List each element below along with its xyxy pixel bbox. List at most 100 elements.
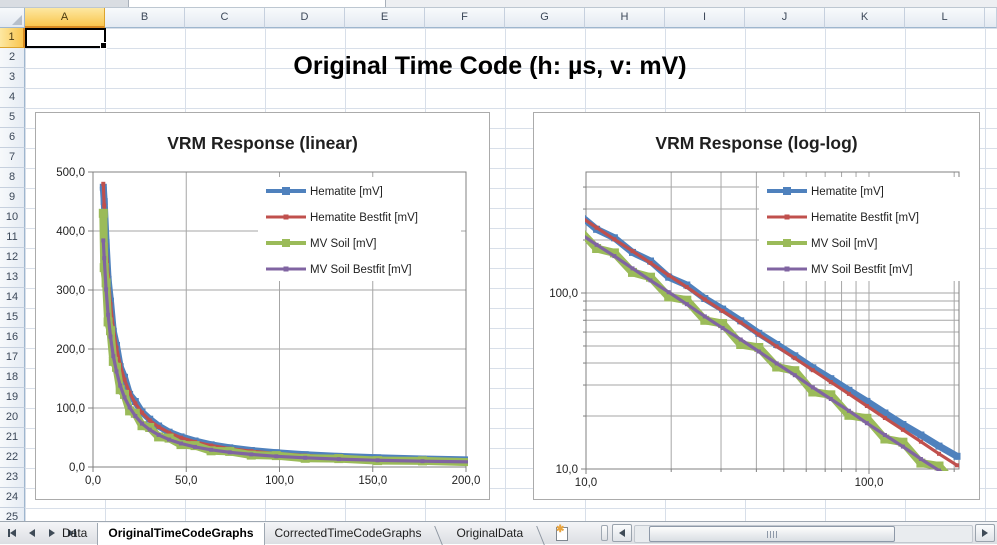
x-tick-label: 200,0 [452,475,481,487]
series-mv_soil_bestfit [101,238,468,464]
chart-linear[interactable]: VRM Response (linear) 0,0 100,0 200,0 300,0 4… [35,112,490,500]
y-tick-label: 10,0 [556,464,578,476]
legend-label-hematite_bestfit: Hematite Bestfit [mV] [811,212,919,224]
insert-worksheet-button[interactable]: ✱ [552,524,570,541]
scroll-left-button[interactable] [612,524,632,542]
y-tick-label: 0,0 [69,462,85,474]
legend-label-hematite_bestfit: Hematite Bestfit [mV] [310,212,418,224]
row-header-20[interactable]: 20 [0,408,25,428]
series-hematite_bestfit [585,217,959,468]
legend-marker-mv_soil [282,239,290,247]
column-header-C[interactable]: C [185,8,265,28]
plot-border [585,171,960,470]
active-cell-selection [25,28,107,49]
row-headers: 1 2 3 4 5 6 7 8 9 10 11 12 13 14 15 16 17 18 19 20 21 22 23 24 2… [0,28,25,521]
column-header-G[interactable]: G [505,8,585,28]
row-header-10[interactable]: 10 [0,208,25,228]
row-header-7[interactable]: 7 [0,148,25,168]
column-header-L[interactable]: L [905,8,985,28]
legend-label-hematite: Hematite [mV] [310,186,383,198]
row-header-4[interactable]: 4 [0,88,25,108]
sheet-tab-CorrectedTimeCodeGraphs[interactable]: CorrectedTimeCodeGraphs [274,526,422,540]
column-header-F[interactable]: F [425,8,505,28]
select-all-corner[interactable] [0,8,25,28]
row-header-15[interactable]: 15 [0,308,25,328]
tab-separator [434,526,444,545]
column-header-I[interactable]: I [665,8,745,28]
row-header-9[interactable]: 9 [0,188,25,208]
sheet-tab-Data[interactable]: Data [62,526,88,540]
row-header-18[interactable]: 18 [0,368,25,388]
prev-sheet-button[interactable] [25,526,39,540]
y-tick-label: 500,0 [56,167,85,179]
row-header-19[interactable]: 19 [0,388,25,408]
row-header-21[interactable]: 21 [0,428,25,448]
row-header-16[interactable]: 16 [0,328,25,348]
tab-nav-buttons [2,525,79,541]
row-header-17[interactable]: 17 [0,348,25,368]
column-header-A[interactable]: A [25,8,105,28]
legend-label-mv_soil: MV Soil [mV] [811,238,877,250]
legend-marker-hematite_bestfit [283,214,289,220]
row-header-23[interactable]: 23 [0,468,25,488]
legend-marker-mv_soil_bestfit [283,266,289,272]
legend-marker-mv_soil [783,239,791,247]
row-header-22[interactable]: 22 [0,448,25,468]
row-header-1[interactable]: 1 [0,28,25,48]
first-sheet-button[interactable] [5,526,19,540]
chart-legend: Hematite [mV] Hematite Bestfit [mV] MV Soi… [759,177,962,281]
legend-marker-hematite_bestfit [784,214,790,220]
row-header-12[interactable]: 12 [0,248,25,268]
sheet-tab-OriginalData[interactable]: OriginalData [456,526,524,540]
y-tick-label: 200,0 [56,344,85,356]
select-all-triangle-icon [12,15,22,25]
next-sheet-button[interactable] [45,526,59,540]
legend-label-hematite: Hematite [mV] [811,186,884,198]
column-header-partial[interactable] [985,8,997,28]
row-header-2[interactable]: 2 [0,48,25,68]
row-header-25[interactable]: 25 [0,508,25,521]
worksheet-icon: ✱ [556,524,568,541]
column-header-D[interactable]: D [265,8,345,28]
scroll-right-button[interactable] [975,524,995,542]
row-header-14[interactable]: 14 [0,288,25,308]
series-mv_soil_bestfit [585,234,943,471]
legend-marker-hematite [282,187,290,195]
scrollbar-track[interactable] [634,525,973,543]
chart-title: VRM Response (log-log) [655,133,857,153]
chart-loglog[interactable]: VRM Response (log-log) 10,0 100,0 10,0 100,0… [533,112,980,500]
row-header-6[interactable]: 6 [0,128,25,148]
chart-legend: Hematite [mV] Hematite Bestfit [mV] MV Soi… [258,177,461,281]
sheet-tabs: Data OriginalTimeCodeGraphs CorrectedTimeC… [52,523,548,545]
chart-canvas-linear: VRM Response (linear) 0,0 100,0 200,0 300,0 4… [56,133,481,487]
column-header-J[interactable]: J [745,8,825,28]
column-header-B[interactable]: B [105,8,185,28]
row-header-11[interactable]: 11 [0,228,25,248]
y-tick-label: 400,0 [56,226,85,238]
column-header-H[interactable]: H [585,8,665,28]
row-header-3[interactable]: 3 [0,68,25,88]
chart-title: VRM Response (linear) [167,133,358,153]
fill-handle[interactable] [100,42,107,49]
formula-bar-strip [0,0,997,8]
column-header-E[interactable]: E [345,8,425,28]
x-tick-label: 100,0 [855,477,884,489]
tab-scrollbar-splitter[interactable] [601,525,608,541]
x-tick-label: 10,0 [575,477,597,489]
last-sheet-button[interactable] [65,526,79,540]
legend-marker-mv_soil_bestfit [784,266,790,272]
x-tick-label: 100,0 [265,475,294,487]
page-title: Original Time Code (h: µs, v: mV) [293,52,687,80]
row-header-5[interactable]: 5 [0,108,25,128]
sheet-tab-OriginalTimeCodeGraphs[interactable]: OriginalTimeCodeGraphs [97,523,265,545]
legend-label-mv_soil_bestfit: MV Soil Bestfit [mV] [811,264,913,276]
row-header-8[interactable]: 8 [0,168,25,188]
scrollbar-thumb[interactable] [649,526,895,542]
column-header-K[interactable]: K [825,8,905,28]
name-box[interactable] [0,0,129,7]
formula-input[interactable] [129,0,386,7]
tab-separator [536,526,546,545]
row-header-24[interactable]: 24 [0,488,25,508]
row-header-13[interactable]: 13 [0,268,25,288]
